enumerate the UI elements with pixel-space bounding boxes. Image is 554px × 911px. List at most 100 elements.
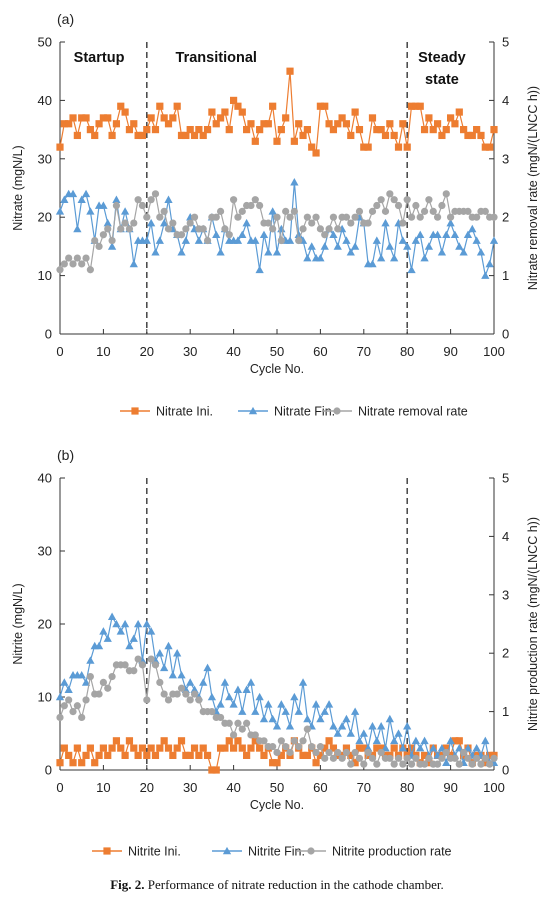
data-point [103,634,112,642]
data-point [420,253,429,262]
data-point [264,219,272,227]
data-point [460,126,468,134]
data-point [160,663,169,672]
data-point [160,690,168,698]
data-point [104,751,112,759]
data-point [390,744,398,752]
panel-label: (b) [57,447,74,463]
data-point [381,743,390,752]
data-point [238,707,247,715]
data-point [242,218,251,227]
data-point [117,744,125,752]
data-point [199,744,207,752]
y2-tick-label: 2 [502,210,509,225]
data-point [273,137,281,145]
data-point [481,143,489,151]
legend-marker [307,847,315,855]
y2-tick-label: 5 [502,471,509,486]
data-point [247,744,255,752]
data-point [86,672,94,681]
data-point [390,760,398,768]
data-point [286,748,294,757]
data-point [329,754,338,762]
data-point [256,126,264,134]
data-point [247,120,255,128]
data-point [91,759,99,767]
x-tick-label: 50 [270,780,284,795]
data-point [420,126,429,134]
legend-marker [103,847,111,855]
data-point [377,196,385,204]
data-point [312,213,320,221]
data-point [225,692,234,701]
data-point [81,189,91,198]
data-point [329,744,338,752]
legend-marker [333,407,341,415]
data-point [420,736,429,745]
x-tick-label: 20 [140,780,154,795]
data-point [307,242,316,250]
data-point [182,751,190,759]
data-point [455,737,463,745]
y-tick-label: 40 [38,93,52,108]
data-point [342,748,351,757]
data-point [372,736,381,745]
series-line [59,191,494,273]
data-point [403,242,412,250]
data-point [216,713,225,722]
data-point [303,126,311,134]
data-point [151,751,160,759]
data-point [325,748,333,757]
data-point [329,213,338,221]
data-point [451,120,459,128]
data-point [182,225,190,233]
data-point [160,737,168,745]
data-point [78,260,86,268]
data-point [411,736,421,745]
data-point [303,714,312,723]
data-point [220,678,230,686]
data-point [238,744,246,752]
data-point [156,102,164,110]
data-point [130,219,138,227]
data-point [230,731,238,739]
data-point [108,236,116,245]
data-point [199,678,208,686]
data-point [60,744,68,752]
data-point [73,131,81,140]
data-point [246,678,256,686]
data-point [147,196,155,204]
data-point [277,751,285,759]
data-point [346,729,355,737]
data-point [455,108,463,116]
data-point [425,754,433,762]
data-point [368,207,377,215]
y-tick-label: 50 [38,35,52,50]
data-point [104,114,112,122]
data-point [177,670,186,679]
data-point [186,219,194,227]
data-point [65,751,73,759]
data-point [334,748,342,757]
data-point [268,207,277,215]
data-point [420,207,429,215]
y2-tick-label: 3 [502,587,509,602]
data-point [125,641,134,650]
data-point [407,760,416,768]
data-point [233,236,243,244]
data-point [138,201,147,210]
data-point [299,131,307,140]
data-point [490,126,498,134]
data-point [164,225,173,233]
x-axis-title: Cycle No. [250,798,304,812]
data-point [108,672,116,681]
y2-tick-label: 5 [502,35,509,50]
data-point [77,195,86,203]
data-point [234,102,242,110]
data-point [251,236,260,244]
data-point [290,737,298,745]
data-point [107,242,117,250]
data-point [199,131,207,140]
data-point [372,236,381,244]
